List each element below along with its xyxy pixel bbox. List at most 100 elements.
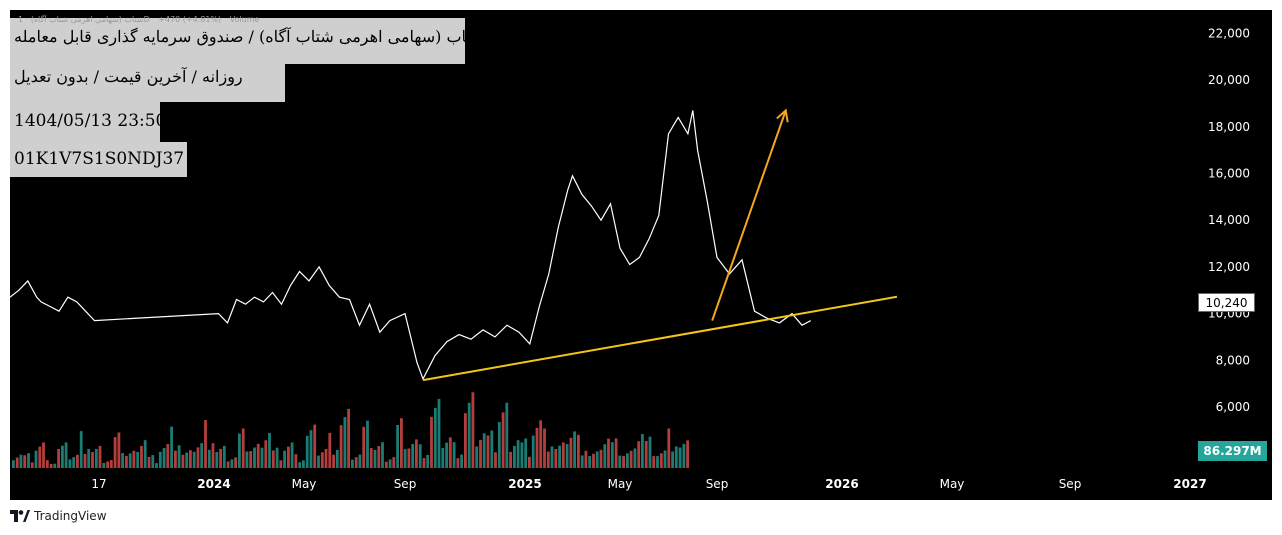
volume-bar xyxy=(366,420,369,468)
volume-bar xyxy=(400,418,403,468)
volume-bar xyxy=(121,453,124,468)
volume-bar xyxy=(637,441,641,468)
volume-bar xyxy=(283,450,286,468)
volume-bar xyxy=(268,432,271,468)
volume-bar xyxy=(158,451,162,468)
volume-bar xyxy=(264,440,268,468)
volume-bar xyxy=(407,448,411,468)
volume-bar xyxy=(166,444,170,468)
legend-symbol: شتاب (سهامی اهرمی شتاب آگاه) · 1D xyxy=(18,15,150,24)
volume-bar xyxy=(456,458,460,468)
volume-bar xyxy=(271,450,275,468)
volume-bar xyxy=(102,463,106,468)
y-tick-label: 6,000 xyxy=(1216,400,1250,414)
volume-bar xyxy=(396,425,399,468)
volume-bar xyxy=(516,440,520,468)
volume-bar xyxy=(686,440,689,468)
volume-bar xyxy=(76,454,79,468)
volume-bar xyxy=(256,443,260,468)
volume-bar xyxy=(302,460,305,468)
volume-bar xyxy=(320,452,324,468)
volume-bar xyxy=(467,402,471,468)
volume-bar xyxy=(633,448,637,468)
volume-bar xyxy=(554,449,558,468)
support-trendline[interactable] xyxy=(422,295,898,382)
legend-volume-label: Volume xyxy=(229,15,260,24)
volume-bar xyxy=(61,445,64,468)
x-tick-label: Sep xyxy=(1059,477,1082,491)
volume-bar xyxy=(411,443,415,468)
x-tick-label: May xyxy=(292,477,317,491)
volume-bar xyxy=(260,447,264,468)
volume-bar xyxy=(324,449,328,468)
volume-bar xyxy=(174,450,177,468)
volume-bar xyxy=(109,460,113,468)
x-tick-label: Sep xyxy=(394,477,417,491)
volume-bar xyxy=(207,449,211,468)
volume-bar xyxy=(332,454,335,468)
volume-bar xyxy=(234,457,237,468)
volume-bar xyxy=(388,459,392,468)
volume-bar xyxy=(64,442,68,468)
volume-bar xyxy=(667,428,671,468)
volume-bar xyxy=(72,457,76,468)
volume-bar xyxy=(626,453,629,468)
volume-bar xyxy=(15,457,19,468)
volume-bar xyxy=(113,437,117,468)
volume-bar xyxy=(607,438,610,468)
volume-bar xyxy=(490,430,494,468)
volume-bar xyxy=(629,450,633,468)
volume-bar xyxy=(663,450,667,468)
volume-bar xyxy=(599,449,603,468)
volume-bar xyxy=(494,452,497,468)
volume-bar xyxy=(45,460,49,468)
volume-bar xyxy=(674,446,678,468)
volume-bar xyxy=(509,451,512,468)
volume-bar xyxy=(644,441,648,468)
datetime-box: 1404/05/13 23:50 xyxy=(10,102,166,142)
volume-bar xyxy=(652,456,656,468)
volume-bar xyxy=(136,451,140,468)
tradingview-label: TradingView xyxy=(34,509,107,523)
target-arrow[interactable] xyxy=(711,108,789,321)
volume-bar xyxy=(479,439,482,468)
volume-bar xyxy=(471,392,475,468)
y-axis: 22,00020,00018,00016,00014,00012,00010,0… xyxy=(1208,26,1250,460)
tradingview-logo[interactable]: TradingView xyxy=(10,509,107,523)
volume-bar xyxy=(181,454,185,468)
volume-bar xyxy=(290,442,294,468)
volume-bar xyxy=(422,458,426,468)
code-box: 01K1V7S1S0NDJ37 xyxy=(10,142,187,177)
volume-bar xyxy=(215,452,219,468)
volume-bar xyxy=(539,420,543,468)
volume-bar xyxy=(528,456,531,468)
volume-bar xyxy=(238,433,241,468)
volume-bar xyxy=(185,452,189,468)
volume-bar xyxy=(513,446,516,468)
volume-bar xyxy=(475,446,479,468)
volume-bar xyxy=(98,445,102,468)
volume-bar xyxy=(339,425,343,468)
volume-bar xyxy=(362,426,366,468)
volume-bar xyxy=(204,420,207,468)
volume-bar xyxy=(313,424,317,468)
volume-bar xyxy=(505,402,509,468)
volume-bars xyxy=(12,392,689,468)
volume-bar xyxy=(335,449,339,468)
volume-bar xyxy=(569,437,573,468)
volume-bar xyxy=(369,448,373,468)
volume-bar xyxy=(426,455,430,468)
volume-bar xyxy=(546,451,550,468)
volume-bar xyxy=(219,448,222,468)
legend-change: +470 (+4.81%) xyxy=(158,15,222,24)
volume-bar xyxy=(91,452,94,468)
volume-bar xyxy=(94,448,98,468)
x-tick-label: 2024 xyxy=(197,477,230,491)
volume-bar xyxy=(34,450,38,468)
volume-bar xyxy=(151,455,155,468)
volume-bar xyxy=(573,431,576,468)
y-tick-label: 22,000 xyxy=(1208,26,1250,40)
volume-bar xyxy=(328,432,332,468)
volume-bar xyxy=(128,453,132,468)
x-tick-label: 2026 xyxy=(825,477,858,491)
